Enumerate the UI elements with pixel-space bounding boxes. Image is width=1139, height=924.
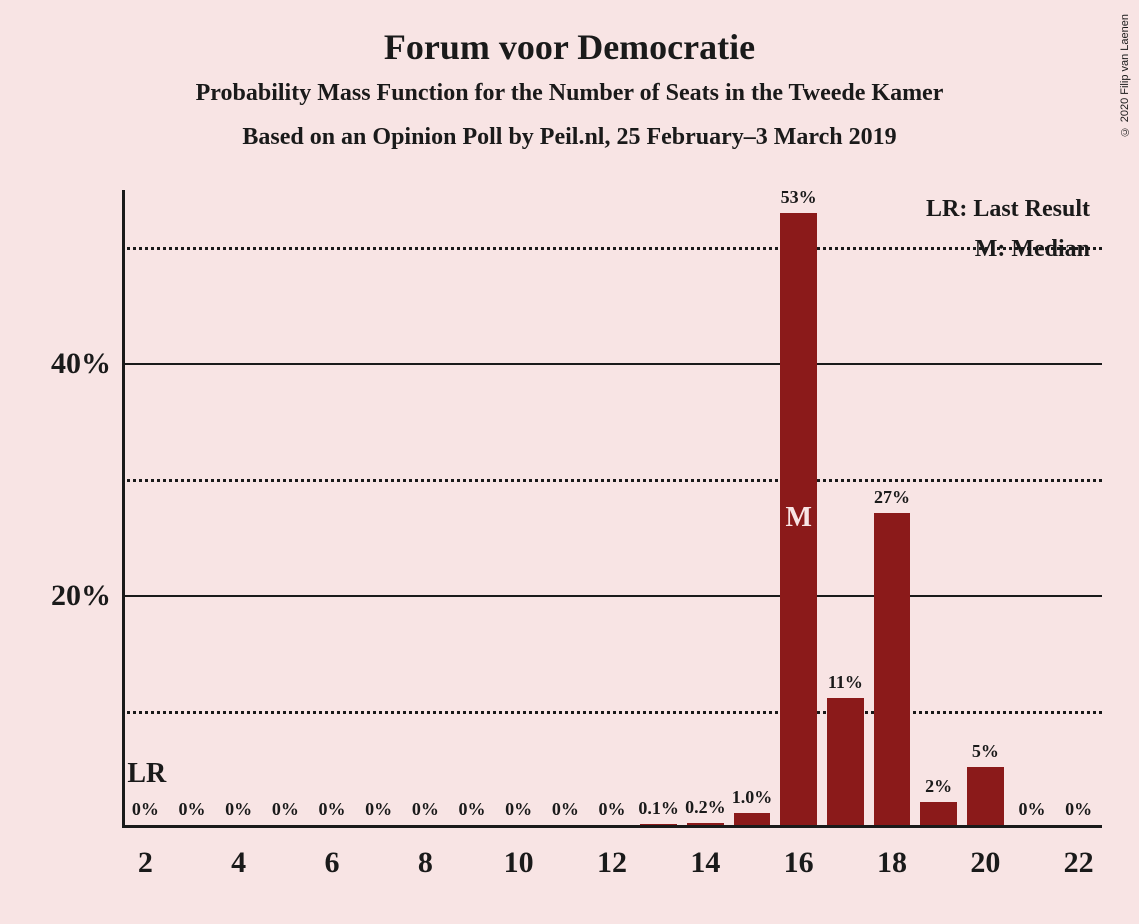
bar-value-label: 0%: [505, 799, 532, 820]
bar-value-label: 0%: [225, 799, 252, 820]
bar-value-label: 0%: [412, 799, 439, 820]
bar: [687, 823, 723, 825]
bar-value-label: 53%: [781, 187, 817, 208]
median-marker: M: [785, 502, 811, 534]
chart-subtitle-1: Probability Mass Function for the Number…: [0, 80, 1139, 107]
bar: [827, 698, 863, 825]
bar-value-label: 0%: [272, 799, 299, 820]
bar-value-label: 0%: [365, 799, 392, 820]
bar-value-label: 0%: [179, 799, 206, 820]
copyright-text: © 2020 Filip van Laenen: [1119, 14, 1131, 137]
bar: [920, 802, 956, 825]
chart-plot-area: 0% 0% 0% 0% 0% 0% 0% 0% 0% 0% 0% 0.1% 0.2% 1.0% M 53% 11…: [122, 190, 1102, 828]
bar-value-label: 0%: [599, 799, 626, 820]
legend-lr: LR: Last Result: [926, 196, 1090, 223]
bar-value-label: 27%: [874, 487, 910, 508]
x-axis-label: 14: [690, 846, 720, 880]
bar: [967, 767, 1003, 825]
x-axis-label: 16: [784, 846, 814, 880]
grid-line-dotted: [122, 711, 1102, 714]
bar-value-label: 0%: [1019, 799, 1046, 820]
grid-line-dotted: [122, 247, 1102, 250]
grid-line-dotted: [122, 479, 1102, 482]
x-axis-label: 2: [138, 846, 153, 880]
chart-title: Forum voor Democratie: [0, 26, 1139, 68]
bar-value-label: 0%: [552, 799, 579, 820]
bar-value-label: 0.1%: [638, 798, 679, 819]
bar-value-label: 1.0%: [732, 787, 773, 808]
bar-value-label: 11%: [828, 672, 863, 693]
x-axis-label: 10: [504, 846, 534, 880]
bar-value-label: 2%: [925, 776, 952, 797]
bar-value-label: 0%: [132, 799, 159, 820]
x-axis-label: 8: [418, 846, 433, 880]
y-axis: [122, 190, 125, 828]
x-axis-label: 4: [231, 846, 246, 880]
chart-subtitle-2: Based on an Opinion Poll by Peil.nl, 25 …: [0, 124, 1139, 151]
grid-line-solid: [122, 363, 1102, 365]
bar-value-label: 5%: [972, 741, 999, 762]
y-axis-label: 40%: [51, 347, 111, 381]
grid-line-solid: [122, 595, 1102, 597]
bar-value-label: 0%: [1065, 799, 1092, 820]
bar-value-label: 0.2%: [685, 797, 726, 818]
lr-marker: LR: [127, 758, 166, 790]
x-axis: [122, 825, 1102, 828]
bar: [640, 824, 676, 825]
x-axis-label: 20: [970, 846, 1000, 880]
bar-value-label: 0%: [459, 799, 486, 820]
bar: [874, 513, 910, 825]
x-axis-label: 6: [325, 846, 340, 880]
x-axis-label: 12: [597, 846, 627, 880]
legend-m: M: Median: [975, 236, 1090, 263]
x-axis-label: 18: [877, 846, 907, 880]
y-axis-label: 20%: [51, 579, 111, 613]
x-axis-label: 22: [1064, 846, 1094, 880]
bar: [734, 813, 770, 825]
bar-value-label: 0%: [319, 799, 346, 820]
